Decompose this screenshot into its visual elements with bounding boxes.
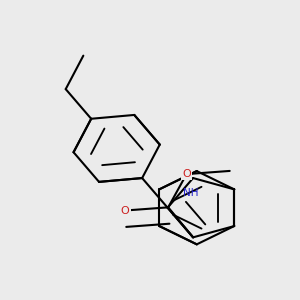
Text: O: O xyxy=(121,206,129,215)
Text: O: O xyxy=(182,169,191,179)
Text: NH: NH xyxy=(183,188,199,198)
